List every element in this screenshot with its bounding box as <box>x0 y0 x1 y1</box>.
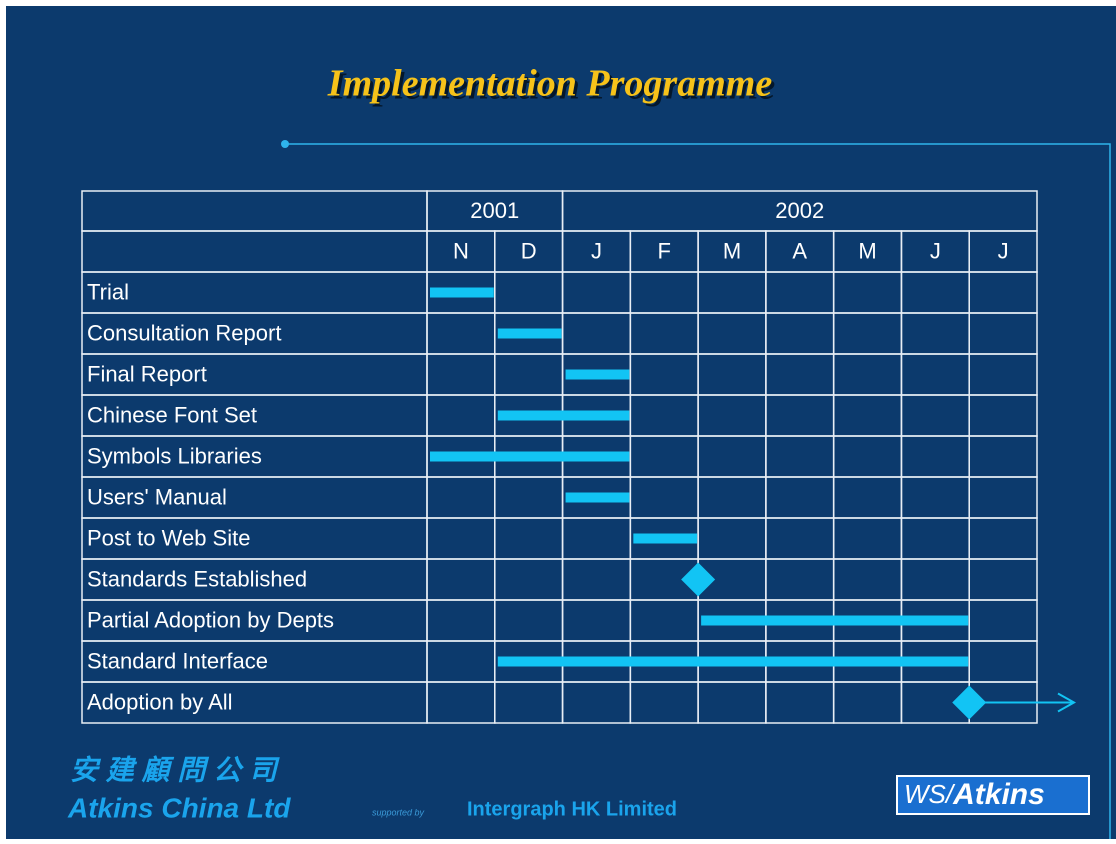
task-label: Chinese Font Set <box>87 402 257 427</box>
task-label: Partial Adoption by Depts <box>87 607 334 632</box>
milestone <box>952 685 987 720</box>
task-bar <box>497 410 630 421</box>
month-label: D <box>521 238 537 263</box>
task-bar <box>430 287 494 298</box>
task-label: Standards Established <box>87 566 307 591</box>
background <box>6 6 1116 839</box>
milestone <box>681 562 716 597</box>
month-label: M <box>723 238 741 263</box>
gantt: 2001 2002 N D J F M A M J J Trial Consultation Repor… <box>81 190 1077 724</box>
task-label: Standard Interface <box>87 648 268 673</box>
logo: WS/Atkins <box>904 778 1045 811</box>
supported-by: supported by <box>372 807 425 817</box>
continuation-arrow <box>1057 692 1077 713</box>
month-label: M <box>858 238 876 263</box>
chinese-name: 安 建 顧 問 公 司 <box>70 754 280 785</box>
task-bar <box>701 615 969 626</box>
company: Atkins China Ltd <box>67 792 291 823</box>
month-label: J <box>591 238 602 263</box>
task-label: Symbols Libraries <box>87 443 262 468</box>
rule-line <box>285 143 1111 839</box>
month-label: J <box>930 238 941 263</box>
task-label: Trial <box>87 279 129 304</box>
month-label: N <box>453 238 469 263</box>
task-label: Final Report <box>87 361 207 386</box>
task-label: Post to Web Site <box>87 525 250 550</box>
title-shadow: Implementation Programme <box>330 66 776 108</box>
month-label: J <box>998 238 1009 263</box>
task-bar <box>565 492 630 503</box>
month-label: F <box>657 238 670 263</box>
task-bar <box>430 451 630 462</box>
task-label: Adoption by All <box>87 689 233 714</box>
task-label: Consultation Report <box>87 320 281 345</box>
title: Implementation Programme <box>327 63 773 105</box>
year-label: 2001 <box>470 198 519 223</box>
logo-box <box>898 777 1088 813</box>
task-bar <box>565 369 630 380</box>
task-bar <box>633 533 698 544</box>
logo-prefix: WS/ <box>904 779 956 809</box>
logo-name: Atkins <box>952 778 1045 811</box>
task-label: Users' Manual <box>87 484 227 509</box>
year-label: 2002 <box>775 198 824 223</box>
month-label: A <box>792 238 807 263</box>
partner: Intergraph HK Limited <box>467 798 677 820</box>
task-bar <box>497 656 969 667</box>
task-bar <box>497 328 562 339</box>
